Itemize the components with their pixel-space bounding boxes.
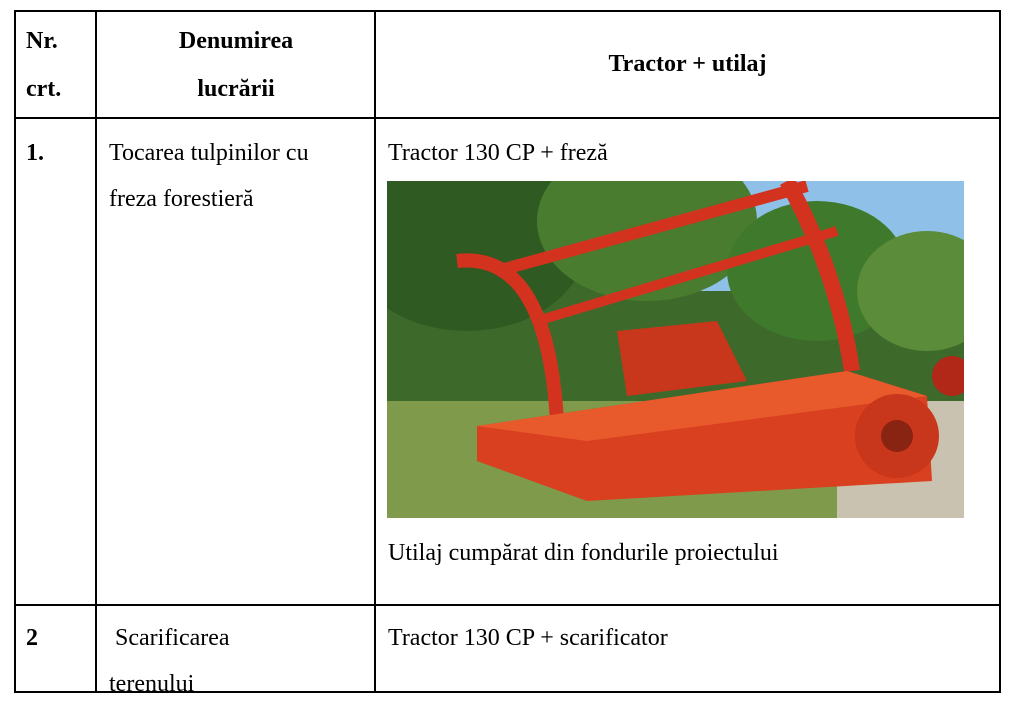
header-cell: Denumirea lucrării bbox=[178, 28, 294, 102]
header-cell: Nr. crt. bbox=[26, 28, 62, 102]
border bbox=[14, 604, 1001, 606]
row-number: 2 bbox=[26, 625, 38, 651]
border bbox=[14, 691, 1001, 693]
row-number: 1. bbox=[26, 140, 44, 166]
border bbox=[95, 10, 97, 693]
border bbox=[14, 117, 1001, 119]
caption: Utilaj cumpărat din fondurile proiectulu… bbox=[388, 540, 779, 566]
work-name: Tocarea tulpinilor cu freza forestieră bbox=[109, 140, 309, 212]
border bbox=[14, 10, 16, 693]
border bbox=[14, 10, 1001, 12]
header-cell: Tractor + utilaj bbox=[608, 51, 767, 77]
border bbox=[999, 10, 1001, 693]
border bbox=[374, 10, 376, 693]
equipment-photo bbox=[387, 181, 964, 518]
equipment: Tractor 130 CP + scarificator bbox=[388, 625, 668, 651]
work-name: Scarificarea terenului bbox=[109, 625, 236, 697]
equipment: Tractor 130 CP + freză bbox=[388, 140, 608, 166]
